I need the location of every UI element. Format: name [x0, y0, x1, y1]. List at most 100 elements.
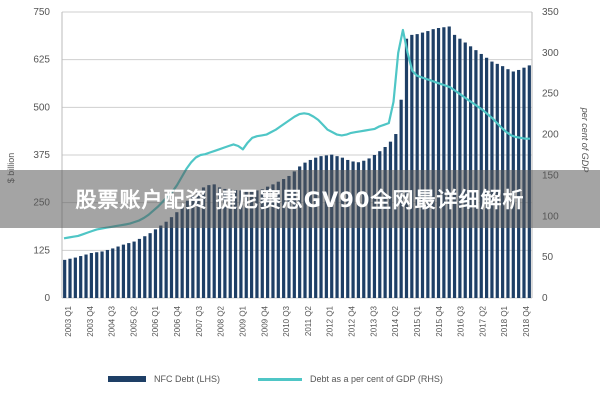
- x-tick-label: 2017 Q2: [478, 305, 487, 336]
- legend-line-label: Debt as a per cent of GDP (RHS): [310, 374, 443, 384]
- x-axis-ticks: 2003 Q1 2003 Q4 2004 Q3 2005 Q2 2006 Q1 2006 …: [64, 305, 531, 336]
- bar: [351, 161, 355, 298]
- x-tick-label: 2009 Q1: [239, 305, 248, 336]
- legend-bar-label: NFC Debt (LHS): [154, 374, 221, 384]
- bar-series: [63, 26, 531, 299]
- x-tick-label: 2010 Q3: [282, 305, 291, 336]
- bar: [420, 32, 425, 298]
- bar: [201, 187, 206, 298]
- left-tick-label: 500: [33, 102, 50, 113]
- bar: [292, 171, 296, 298]
- x-tick-label: 2004 Q3: [108, 305, 117, 336]
- x-tick-label: 2009 Q4: [260, 305, 269, 336]
- bar: [303, 162, 307, 298]
- bar: [180, 206, 184, 298]
- bar: [233, 190, 238, 298]
- bar: [410, 34, 414, 298]
- bar: [153, 229, 158, 298]
- bar: [169, 217, 174, 298]
- right-tick-label: 250: [542, 89, 559, 100]
- left-tick-label: 625: [33, 55, 50, 66]
- bar: [185, 200, 190, 298]
- bar: [100, 251, 104, 298]
- bar: [356, 162, 361, 298]
- right-tick-label: 0: [542, 293, 548, 304]
- bar: [164, 221, 168, 298]
- bar: [89, 253, 93, 298]
- bar: [271, 184, 275, 298]
- bar: [105, 249, 109, 298]
- bar: [346, 159, 350, 298]
- bar: [452, 34, 457, 298]
- left-axis-label: $ billion: [6, 153, 16, 184]
- bar: [255, 190, 259, 298]
- x-tick-label: 2011 Q2: [304, 305, 313, 336]
- x-tick-label: 2018 Q4: [522, 305, 531, 336]
- bar: [404, 38, 409, 299]
- bar: [121, 244, 126, 298]
- bar: [196, 191, 200, 298]
- x-tick-label: 2003 Q4: [86, 305, 95, 336]
- bar: [458, 38, 462, 299]
- overlay-banner: 股票账户配资 捷尼赛思GV90全网最详细解析: [0, 170, 600, 228]
- bar: [127, 243, 131, 298]
- bar: [362, 160, 366, 298]
- legend-item-bar: NFC Debt (LHS): [108, 374, 220, 384]
- bar: [244, 190, 248, 298]
- bar: [84, 254, 88, 298]
- bar: [159, 225, 163, 298]
- bar: [217, 187, 222, 298]
- bar: [436, 28, 441, 299]
- bar: [191, 195, 195, 298]
- bar: [95, 252, 99, 298]
- left-tick-label: 125: [33, 245, 50, 256]
- bar: [63, 259, 67, 298]
- bar: [207, 185, 211, 298]
- x-tick-label: 2018 Q1: [500, 305, 509, 336]
- x-tick-label: 2016 Q3: [457, 305, 466, 336]
- x-tick-label: 2003 Q1: [64, 305, 73, 336]
- bar: [367, 158, 371, 298]
- x-tick-label: 2006 Q4: [173, 305, 182, 336]
- right-axis-label: per cent of GDP: [580, 107, 590, 173]
- right-tick-label: 50: [542, 252, 554, 263]
- legend-bar-swatch: [108, 376, 146, 382]
- left-tick-label: 375: [33, 150, 50, 161]
- bar: [148, 233, 152, 298]
- x-tick-label: 2015 Q4: [435, 305, 444, 336]
- bar: [111, 248, 115, 298]
- bar: [266, 186, 270, 298]
- left-axis-ticks: 0125250375500625750: [33, 7, 50, 304]
- bar: [282, 179, 286, 298]
- x-tick-label: 2006 Q1: [151, 305, 160, 336]
- bar: [447, 26, 451, 299]
- right-tick-label: 300: [542, 48, 559, 59]
- bar: [442, 27, 446, 299]
- bar: [228, 189, 232, 298]
- x-tick-label: 2015 Q1: [413, 305, 422, 336]
- x-tick-label: 2014 Q2: [391, 305, 400, 336]
- x-tick-label: 2005 Q2: [129, 305, 138, 336]
- left-tick-label: 0: [44, 293, 50, 304]
- bar: [250, 191, 254, 298]
- bar: [287, 175, 291, 298]
- x-tick-label: 2013 Q3: [369, 305, 378, 336]
- bar: [132, 241, 136, 298]
- legend: NFC Debt (LHS) Debt as a per cent of GDP…: [0, 372, 600, 392]
- bar: [276, 181, 280, 298]
- x-tick-label: 2007 Q3: [195, 305, 204, 336]
- right-tick-label: 200: [542, 130, 559, 141]
- bar: [212, 184, 216, 298]
- bar: [116, 246, 120, 298]
- bar: [79, 256, 83, 298]
- legend-item-line: Debt as a per cent of GDP (RHS): [258, 374, 443, 384]
- x-tick-label: 2012 Q4: [348, 305, 357, 336]
- legend-line-swatch: [258, 377, 302, 381]
- overlay-text: 股票账户配资 捷尼赛思GV90全网最详细解析: [75, 188, 525, 212]
- bar: [308, 159, 312, 298]
- bar: [239, 190, 243, 298]
- right-tick-label: 350: [542, 7, 559, 18]
- bar: [223, 188, 227, 298]
- bar: [426, 31, 430, 299]
